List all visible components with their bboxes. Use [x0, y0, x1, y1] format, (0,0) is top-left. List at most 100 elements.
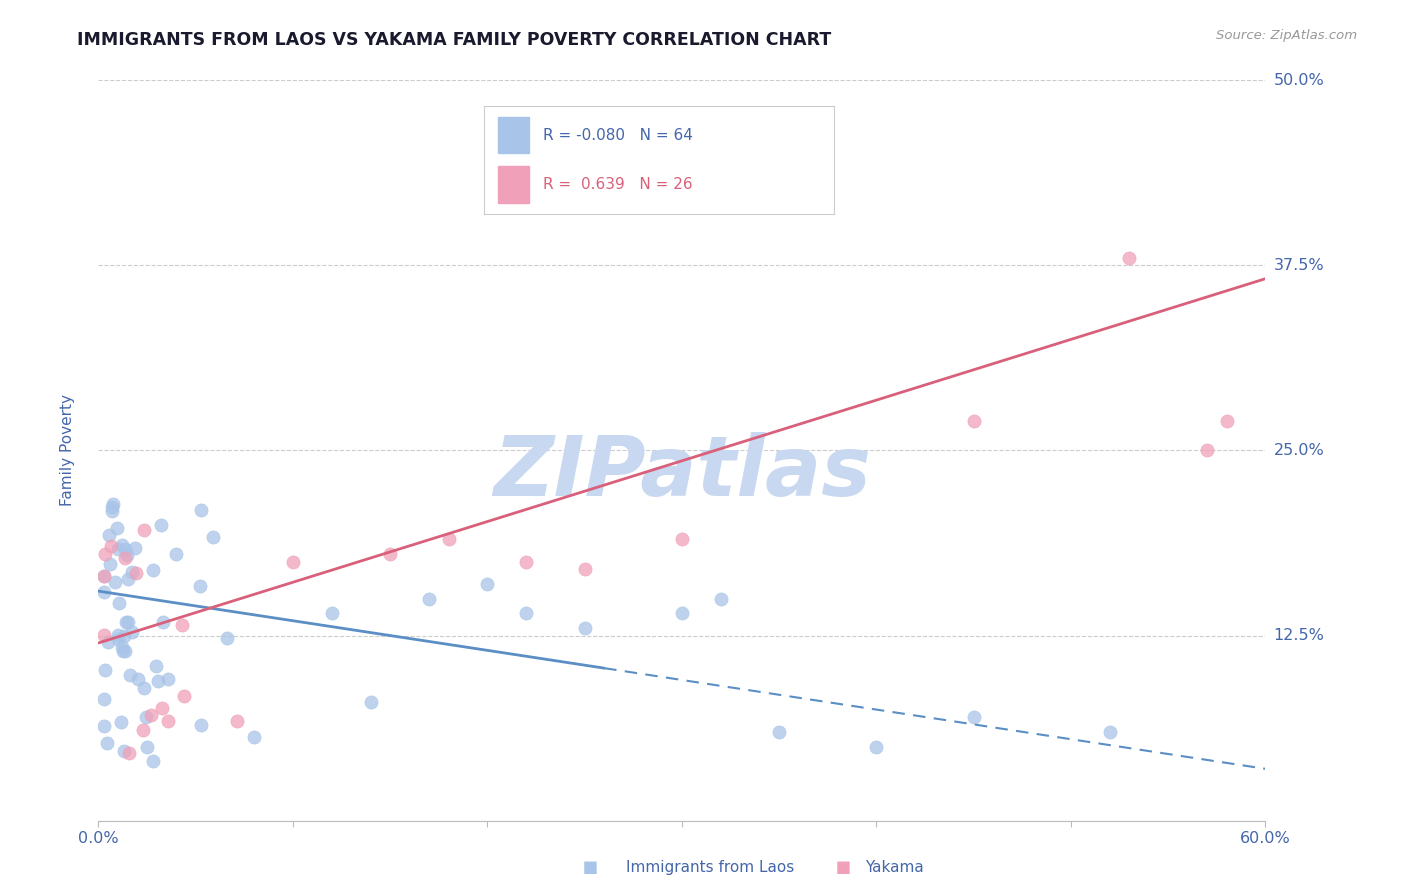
Point: [150, 701, 173, 715]
Point: [142, 563, 165, 577]
Point: [121, 624, 143, 639]
Point: [865, 739, 887, 754]
Point: [112, 743, 135, 757]
Point: [146, 674, 169, 689]
Text: ▪: ▪: [835, 855, 852, 879]
Text: ZIPatlas: ZIPatlas: [494, 432, 870, 513]
Point: [962, 414, 984, 428]
Point: [136, 740, 159, 755]
Point: [188, 579, 211, 593]
Point: [112, 628, 135, 642]
Point: [477, 576, 499, 591]
Point: [156, 714, 179, 729]
Point: [418, 591, 440, 606]
Point: [105, 521, 128, 535]
Point: [574, 621, 596, 635]
Point: [190, 718, 212, 732]
Point: [93, 628, 115, 642]
Point: [768, 724, 790, 739]
Point: [117, 615, 139, 629]
Point: [124, 541, 146, 555]
Y-axis label: Family Poverty: Family Poverty: [60, 394, 75, 507]
Point: [671, 607, 693, 621]
Point: [108, 597, 131, 611]
Point: [93, 691, 115, 706]
Point: [134, 681, 156, 695]
Point: [93, 569, 115, 583]
Point: [1118, 251, 1140, 265]
Point: [117, 548, 139, 562]
Point: [380, 547, 402, 561]
Point: [97, 528, 120, 542]
Point: [281, 555, 304, 569]
Point: [139, 707, 162, 722]
Point: [671, 533, 693, 547]
Point: [215, 631, 238, 645]
Point: [172, 618, 194, 632]
Point: [243, 730, 266, 744]
Point: [225, 714, 247, 729]
Text: 12.5%: 12.5%: [1274, 628, 1324, 643]
Point: [101, 497, 124, 511]
Point: [93, 663, 115, 677]
Text: Source: ZipAtlas.com: Source: ZipAtlas.com: [1216, 29, 1357, 42]
Point: [190, 502, 212, 516]
Point: [173, 690, 195, 704]
Point: [152, 615, 174, 629]
Point: [114, 542, 136, 557]
Point: [93, 569, 115, 583]
Point: [100, 539, 122, 553]
Point: [111, 640, 134, 655]
Text: Yakama: Yakama: [865, 860, 924, 874]
Point: [110, 715, 132, 730]
Point: [115, 615, 138, 630]
Text: IMMIGRANTS FROM LAOS VS YAKAMA FAMILY POVERTY CORRELATION CHART: IMMIGRANTS FROM LAOS VS YAKAMA FAMILY PO…: [77, 31, 831, 49]
Point: [515, 607, 537, 621]
Point: [710, 591, 733, 606]
Point: [114, 551, 136, 566]
Point: [117, 573, 139, 587]
Point: [112, 644, 135, 658]
Point: [135, 710, 157, 724]
Point: [321, 607, 343, 621]
Point: [437, 533, 460, 547]
Point: [96, 736, 118, 750]
Point: [93, 585, 115, 599]
Point: [107, 632, 129, 646]
Point: [360, 695, 382, 709]
Point: [127, 672, 149, 686]
Point: [94, 547, 117, 561]
Point: [101, 500, 124, 514]
Point: [150, 517, 173, 532]
Point: [101, 504, 124, 518]
Point: [1098, 724, 1121, 739]
Point: [157, 672, 180, 686]
Point: [132, 723, 155, 737]
Point: [118, 747, 141, 761]
Text: 50.0%: 50.0%: [1274, 73, 1324, 87]
Point: [132, 524, 155, 538]
Point: [1215, 414, 1237, 428]
Point: [103, 574, 125, 589]
Point: [201, 530, 224, 544]
Point: [107, 627, 129, 641]
Text: 37.5%: 37.5%: [1274, 258, 1324, 273]
Point: [98, 557, 121, 571]
Point: [97, 635, 120, 649]
Point: [574, 562, 596, 576]
Point: [550, 174, 572, 188]
Point: [107, 542, 129, 557]
Point: [125, 566, 148, 580]
Point: [1195, 443, 1218, 458]
Point: [120, 668, 142, 682]
Point: [165, 547, 187, 561]
Point: [145, 659, 167, 673]
Text: Immigrants from Laos: Immigrants from Laos: [626, 860, 794, 874]
Point: [111, 538, 134, 552]
Text: 25.0%: 25.0%: [1274, 443, 1324, 458]
Point: [515, 555, 537, 569]
Point: [962, 710, 984, 724]
Text: ▪: ▪: [582, 855, 599, 879]
Point: [93, 719, 115, 733]
Point: [142, 754, 165, 768]
